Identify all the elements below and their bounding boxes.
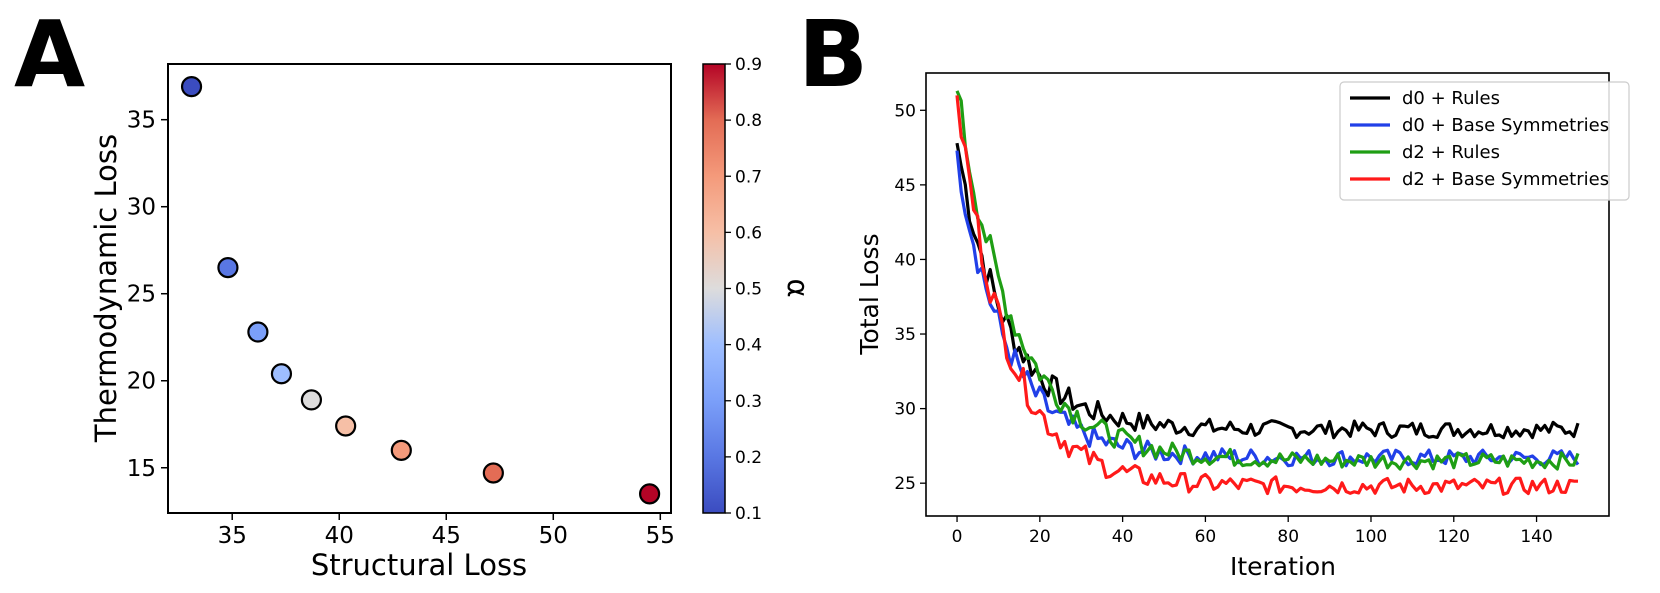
series-line <box>955 95 1579 496</box>
legend-label: d0 + Base Symmetries <box>1402 115 1609 136</box>
colorbar: 0.1 0.2 0.3 0.4 0.5 0.6 0.7 0.8 0.9 α <box>702 55 815 524</box>
colorbar-tick-label: 0.9 <box>735 55 762 75</box>
panel-a-y-tick-label: 25 <box>127 282 156 308</box>
colorbar-tick-label: 0.3 <box>735 392 762 412</box>
panel-a-x-axis-label: Structural Loss <box>311 548 527 582</box>
colorbar-tick-label: 0.6 <box>735 223 762 243</box>
panel-b-x-tick-label: 100 <box>1355 527 1387 547</box>
panel-a-y-tick-label: 15 <box>127 456 156 482</box>
panel-b-line-chart: 0 20 40 60 80 100 120 140 25 30 35 40 45 50 Iteration… <box>855 72 1630 581</box>
panel-b-y-tick-label: 35 <box>894 325 916 345</box>
panel-a-x-tick-label: 55 <box>646 523 675 549</box>
panel-b-y-tick-label: 45 <box>894 176 916 196</box>
colorbar-label: α <box>781 278 815 297</box>
panel-letter-a: A <box>14 1 85 108</box>
legend-box <box>1339 81 1630 201</box>
panel-a-scatter: 35 40 45 50 55 15 20 25 30 35 Structural Loss The… <box>89 63 675 582</box>
legend-label: d2 + Base Symmetries <box>1402 169 1609 190</box>
panel-a-x-tick-label: 50 <box>539 523 568 549</box>
colorbar-tick-label: 0.2 <box>735 448 762 468</box>
scatter-point <box>247 321 269 343</box>
legend-label: d0 + Rules <box>1402 88 1500 109</box>
panel-b-x-tick-label: 0 <box>952 527 963 547</box>
legend-label: d2 + Rules <box>1402 142 1500 163</box>
colorbar-tick-label: 0.1 <box>735 504 762 524</box>
panel-b-x-axis-label: Iteration <box>1230 552 1336 581</box>
panel-a-y-tick-label: 30 <box>127 195 156 221</box>
panel-b-frame <box>925 72 1610 517</box>
panel-a-x-tick-label: 35 <box>218 523 247 549</box>
scatter-point <box>217 257 239 279</box>
panel-b-x-tick-label: 120 <box>1438 527 1470 547</box>
colorbar-gradient <box>702 63 726 514</box>
panel-a-frame <box>167 63 672 514</box>
colorbar-tick-label: 0.5 <box>735 280 762 300</box>
colorbar-tick-label: 0.7 <box>735 167 762 187</box>
panel-b-x-tick-label: 20 <box>1029 527 1051 547</box>
panel-a-x-tick-label: 40 <box>325 523 354 549</box>
scatter-point <box>482 462 504 484</box>
panel-b-x-tick-label: 140 <box>1520 527 1552 547</box>
panel-b-y-tick-label: 25 <box>894 474 916 494</box>
panel-a-y-tick-label: 35 <box>127 108 156 134</box>
panel-letter-b: B <box>798 1 868 108</box>
panel-a-x-tick-label: 45 <box>432 523 461 549</box>
panel-b-y-tick-label: 40 <box>894 250 916 270</box>
colorbar-tick-label: 0.4 <box>735 336 762 356</box>
panel-b-x-tick-label: 60 <box>1195 527 1217 547</box>
panel-b-x-tick-label: 40 <box>1112 527 1134 547</box>
scatter-point <box>638 483 661 505</box>
scatter-point <box>270 363 293 385</box>
series-line <box>955 142 1580 440</box>
panel-b-y-tick-label: 30 <box>894 400 916 420</box>
panel-b-x-tick-label: 80 <box>1277 527 1299 547</box>
panel-b-legend: d0 + Rules d0 + Base Symmetries d2 + Rules… <box>1339 81 1630 201</box>
scatter-point <box>335 415 357 437</box>
panel-b-y-axis-label: Total Loss <box>855 233 884 355</box>
series-line <box>955 90 1580 471</box>
scatter-point <box>300 389 323 411</box>
colorbar-tick-label: 0.8 <box>735 111 762 131</box>
panel-a-y-tick-label: 20 <box>127 369 156 395</box>
panel-b-y-tick-label: 50 <box>894 101 916 121</box>
scatter-point <box>180 76 203 98</box>
panel-a-y-axis-label: Thermodynamic Loss <box>89 134 123 443</box>
scatter-point <box>390 439 412 461</box>
